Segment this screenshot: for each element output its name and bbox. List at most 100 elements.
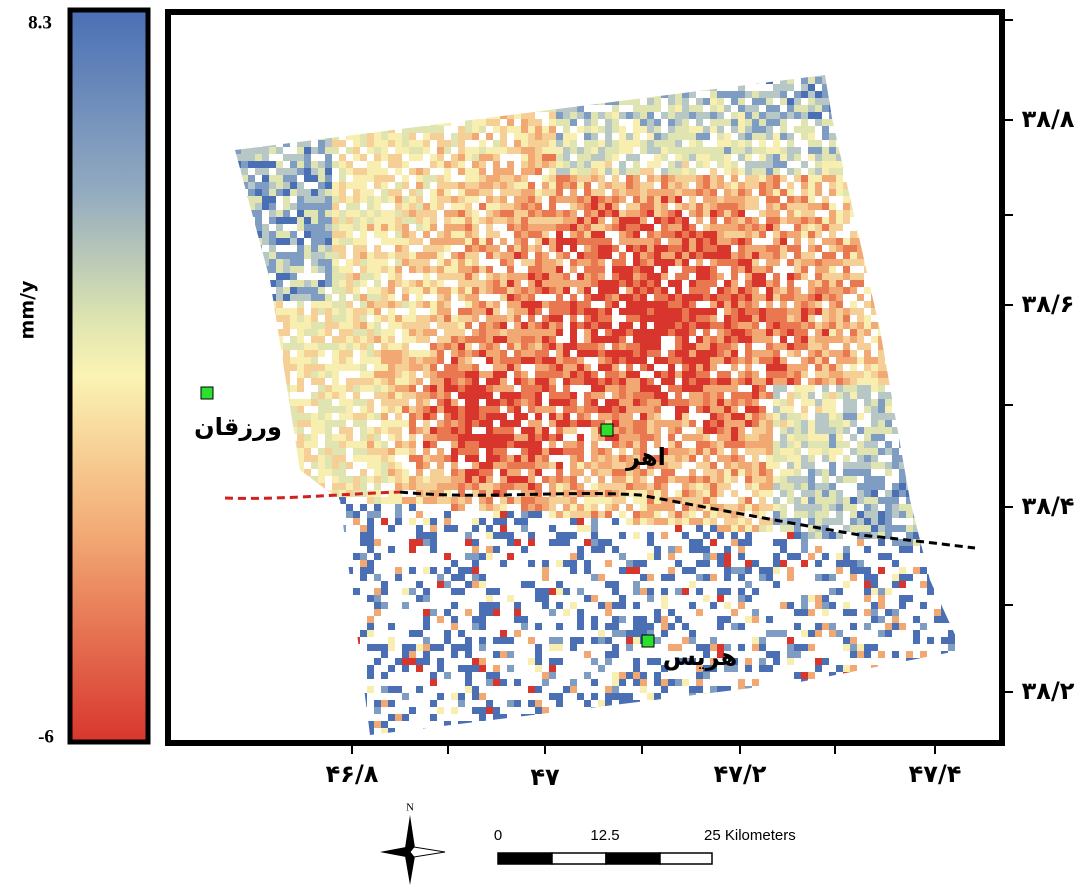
raster-cell xyxy=(528,385,535,392)
raster-cell xyxy=(570,98,577,105)
raster-cell xyxy=(619,336,626,343)
raster-cell xyxy=(479,266,486,273)
raster-cell xyxy=(451,357,458,364)
raster-cell xyxy=(269,329,276,336)
raster-cell xyxy=(542,126,549,133)
raster-cell xyxy=(318,238,325,245)
raster-cell xyxy=(871,294,878,301)
raster-cell xyxy=(801,77,808,84)
raster-cell xyxy=(745,301,752,308)
raster-cell xyxy=(668,84,675,91)
raster-cell xyxy=(829,434,836,441)
raster-cell xyxy=(745,364,752,371)
raster-cell xyxy=(759,175,766,182)
raster-cell xyxy=(346,378,353,385)
raster-cell xyxy=(437,119,444,126)
raster-cell xyxy=(234,154,241,161)
raster-cell xyxy=(290,448,297,455)
raster-cell xyxy=(969,98,976,105)
raster-cell xyxy=(724,210,731,217)
raster-cell xyxy=(724,308,731,315)
raster-cell xyxy=(626,294,633,301)
raster-cell xyxy=(619,308,626,315)
raster-cell xyxy=(311,119,318,126)
raster-cell xyxy=(248,77,255,84)
raster-cell xyxy=(815,154,822,161)
raster-cell xyxy=(605,203,612,210)
raster-cell xyxy=(843,315,850,322)
raster-cell xyxy=(808,182,815,189)
raster-cell xyxy=(332,455,339,462)
raster-cell xyxy=(339,175,346,182)
raster-cell xyxy=(388,224,395,231)
raster-cell xyxy=(787,294,794,301)
raster-cell xyxy=(325,434,332,441)
raster-cell xyxy=(444,210,451,217)
raster-cell xyxy=(325,91,332,98)
raster-cell xyxy=(885,420,892,427)
raster-cell xyxy=(451,406,458,413)
raster-cell xyxy=(458,273,465,280)
raster-cell xyxy=(612,294,619,301)
raster-cell xyxy=(766,70,773,77)
raster-cell xyxy=(563,343,570,350)
raster-cell xyxy=(402,364,409,371)
raster-cell xyxy=(724,315,731,322)
raster-cell xyxy=(500,133,507,140)
raster-cell xyxy=(325,322,332,329)
raster-cell xyxy=(682,259,689,266)
raster-cell xyxy=(584,315,591,322)
raster-cell xyxy=(724,350,731,357)
raster-cell xyxy=(493,399,500,406)
raster-cell xyxy=(311,399,318,406)
raster-cell xyxy=(451,98,458,105)
raster-cell xyxy=(969,105,976,112)
raster-cell xyxy=(801,455,808,462)
raster-cell xyxy=(703,273,710,280)
raster-cell xyxy=(605,161,612,168)
raster-cell xyxy=(255,406,262,413)
raster-cell xyxy=(591,371,598,378)
raster-cell xyxy=(675,168,682,175)
raster-cell xyxy=(885,133,892,140)
raster-cell xyxy=(325,231,332,238)
raster-cell xyxy=(311,126,318,133)
raster-cell xyxy=(927,350,934,357)
raster-cell xyxy=(500,252,507,259)
raster-cell xyxy=(605,315,612,322)
raster-cell xyxy=(479,182,486,189)
raster-cell xyxy=(584,343,591,350)
raster-cell xyxy=(304,413,311,420)
raster-cell xyxy=(542,147,549,154)
raster-cell xyxy=(563,217,570,224)
raster-cell xyxy=(682,385,689,392)
raster-cell xyxy=(430,357,437,364)
raster-cell xyxy=(899,427,906,434)
raster-cell xyxy=(290,161,297,168)
raster-cell xyxy=(878,70,885,77)
raster-cell xyxy=(388,392,395,399)
raster-cell xyxy=(612,455,619,462)
raster-cell xyxy=(773,105,780,112)
raster-cell xyxy=(290,77,297,84)
raster-cell xyxy=(528,441,535,448)
raster-cell xyxy=(640,336,647,343)
raster-cell xyxy=(528,329,535,336)
raster-cell xyxy=(304,161,311,168)
raster-cell xyxy=(248,378,255,385)
raster-cell xyxy=(955,343,962,350)
raster-cell xyxy=(591,273,598,280)
raster-cell xyxy=(682,336,689,343)
raster-cell xyxy=(710,259,717,266)
raster-cell xyxy=(542,182,549,189)
raster-cell xyxy=(913,245,920,252)
raster-cell xyxy=(339,406,346,413)
raster-cell xyxy=(458,182,465,189)
raster-cell xyxy=(885,294,892,301)
raster-cell xyxy=(311,329,318,336)
raster-cell xyxy=(591,175,598,182)
raster-cell xyxy=(255,329,262,336)
raster-cell xyxy=(514,133,521,140)
raster-cell xyxy=(689,301,696,308)
raster-cell xyxy=(773,147,780,154)
